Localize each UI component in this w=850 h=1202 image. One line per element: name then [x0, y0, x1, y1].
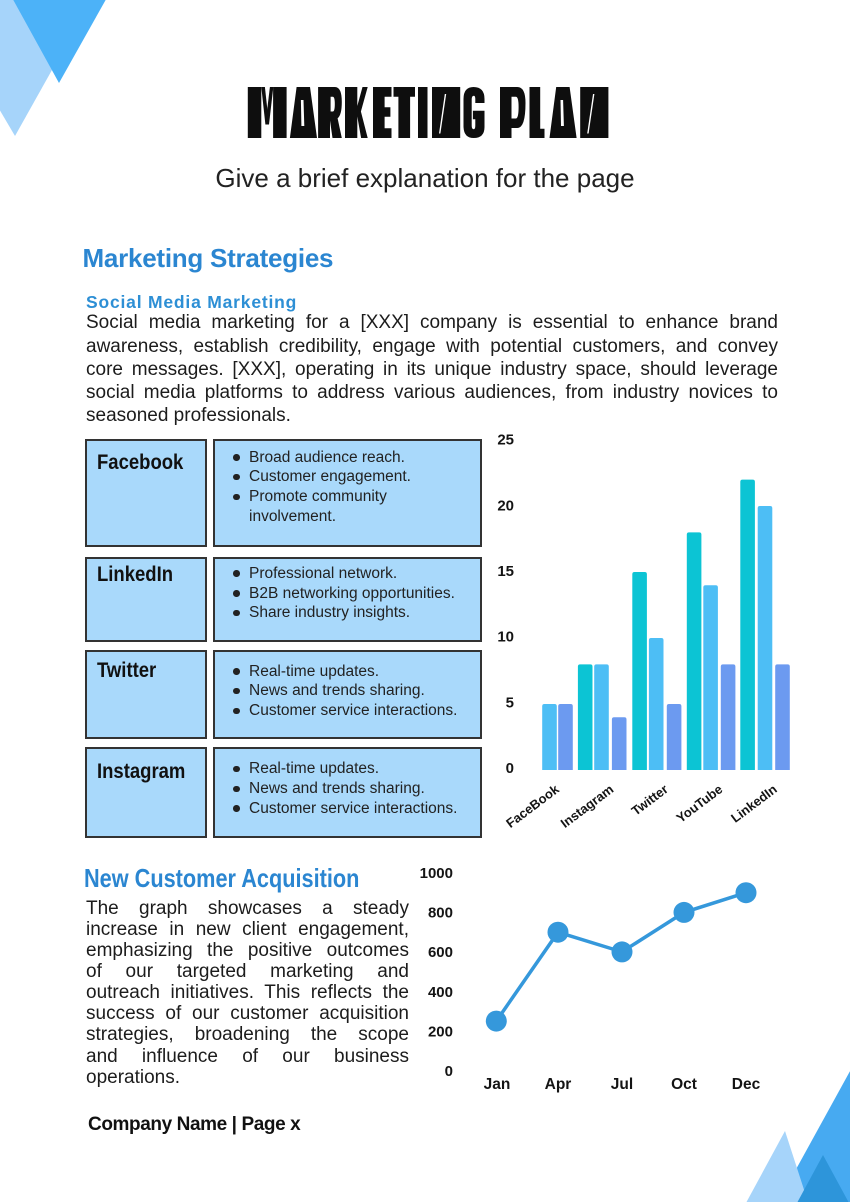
svg-text:5: 5: [506, 694, 514, 711]
svg-text:LinkedIn: LinkedIn: [728, 781, 780, 825]
svg-text:0: 0: [506, 760, 514, 777]
svg-text:600: 600: [428, 944, 453, 961]
svg-text:200: 200: [428, 1023, 453, 1040]
svg-text:0: 0: [445, 1063, 453, 1080]
svg-text:25: 25: [497, 432, 514, 449]
svg-text:Jan: Jan: [484, 1076, 511, 1093]
svg-text:FaceBook: FaceBook: [503, 781, 562, 831]
svg-text:Dec: Dec: [732, 1076, 761, 1093]
svg-text:800: 800: [428, 905, 453, 922]
svg-text:20: 20: [497, 497, 514, 514]
svg-text:Oct: Oct: [671, 1076, 697, 1093]
svg-text:YouTube: YouTube: [673, 781, 725, 825]
svg-text:Twitter: Twitter: [629, 781, 671, 818]
svg-text:400: 400: [428, 984, 453, 1001]
svg-text:1000: 1000: [420, 865, 453, 882]
svg-text:Apr: Apr: [545, 1076, 572, 1093]
svg-text:Jul: Jul: [611, 1076, 633, 1093]
svg-text:15: 15: [497, 563, 514, 580]
svg-text:10: 10: [497, 629, 514, 646]
svg-text:Instagram: Instagram: [558, 781, 617, 830]
